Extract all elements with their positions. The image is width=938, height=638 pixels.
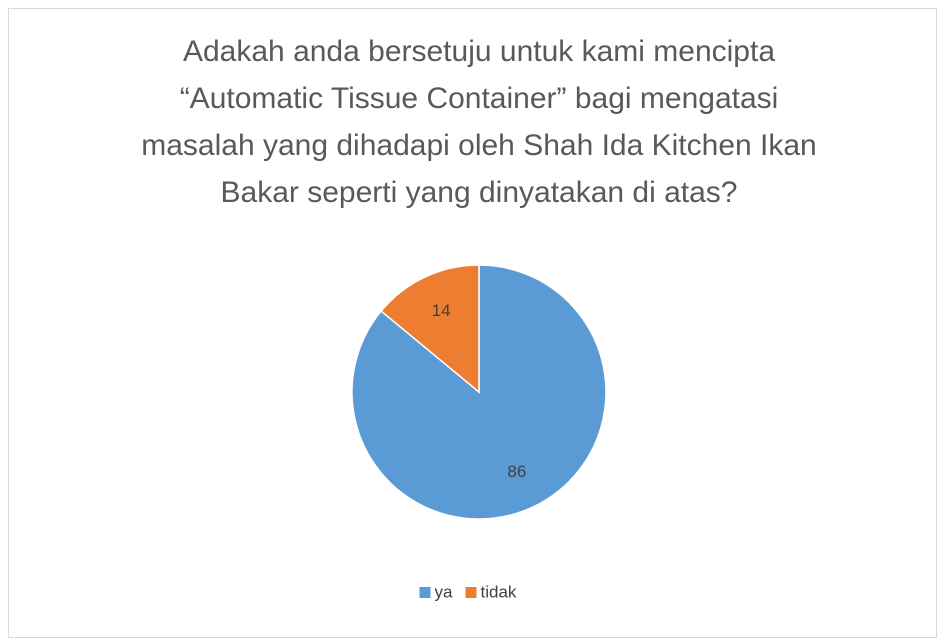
chart-title: Adakah anda bersetuju untuk kami mencipt… — [141, 35, 817, 209]
legend-swatch — [465, 587, 477, 598]
pie-slice — [380, 264, 480, 394]
data-label: 86 — [507, 462, 526, 481]
legend-label: ya — [435, 582, 454, 601]
legend-swatch — [419, 587, 431, 598]
legend-label: tidak — [481, 582, 517, 601]
data-label: 14 — [432, 301, 451, 320]
